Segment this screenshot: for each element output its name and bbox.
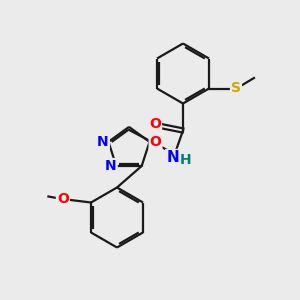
Text: N: N xyxy=(166,150,179,165)
Text: O: O xyxy=(149,118,161,131)
Text: O: O xyxy=(150,135,161,149)
Text: S: S xyxy=(231,81,241,94)
Text: H: H xyxy=(180,153,191,166)
Text: N: N xyxy=(97,135,109,149)
Text: O: O xyxy=(57,192,69,206)
Text: N: N xyxy=(105,159,117,173)
